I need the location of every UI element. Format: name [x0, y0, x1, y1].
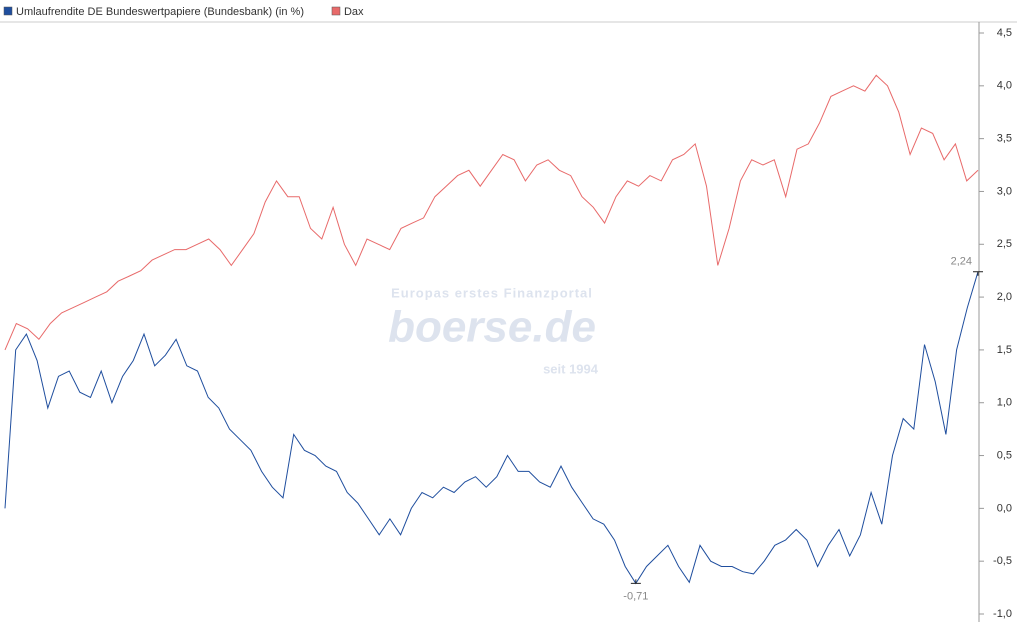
annotation-label: -0,71 — [623, 590, 648, 602]
legend-label: Umlaufrendite DE Bundeswertpapiere (Bund… — [16, 6, 304, 18]
watermark-tagline: Europas erstes Finanzportal — [391, 285, 593, 300]
y-tick-label: 4,5 — [997, 27, 1012, 39]
y-tick-label: 0,0 — [997, 502, 1012, 514]
y-tick-label: 3,0 — [997, 185, 1012, 197]
y-tick-label: 1,5 — [997, 344, 1012, 356]
legend-swatch — [3, 6, 13, 16]
legend-label: Dax — [344, 6, 364, 18]
legend-swatch — [331, 6, 341, 16]
y-tick-label: 4,0 — [997, 80, 1012, 92]
series-line — [4, 271, 979, 585]
y-tick-label: -0,5 — [993, 555, 1012, 567]
y-tick-label: 2,5 — [997, 238, 1012, 250]
y-tick-label: 0,5 — [997, 449, 1012, 461]
annotation-label: 2,24 — [951, 256, 972, 268]
series-line — [4, 74, 979, 351]
y-tick-label: -1,0 — [993, 608, 1012, 620]
y-tick-label: 3,5 — [997, 133, 1012, 145]
watermark-since: seit 1994 — [543, 361, 599, 376]
y-tick-label: 1,0 — [997, 397, 1012, 409]
watermark-logo: boerse.de — [388, 303, 596, 352]
y-tick-label: 2,0 — [997, 291, 1012, 303]
